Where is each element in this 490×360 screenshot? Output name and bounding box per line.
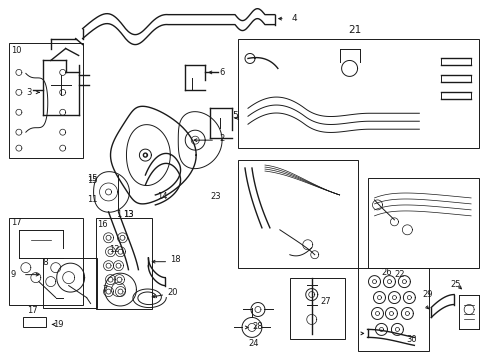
Text: 30: 30: [406, 335, 416, 344]
Bar: [358, 268, 429, 351]
Text: 22: 22: [394, 270, 405, 279]
Text: 17: 17: [11, 218, 22, 227]
Text: 24: 24: [249, 339, 259, 348]
Text: 29: 29: [422, 290, 433, 299]
Bar: [43, 258, 97, 307]
Bar: [9, 218, 83, 305]
Text: 10: 10: [11, 45, 22, 54]
Text: 16: 16: [98, 220, 108, 229]
Text: 4: 4: [292, 14, 297, 23]
Text: 5: 5: [232, 111, 238, 120]
Text: 26: 26: [382, 268, 392, 277]
Bar: [9, 42, 83, 158]
Bar: [238, 160, 358, 268]
Text: 7: 7: [102, 285, 107, 294]
Text: 11: 11: [87, 195, 98, 204]
Text: 18: 18: [170, 255, 181, 264]
Text: 14: 14: [157, 193, 168, 202]
Text: 21: 21: [348, 24, 361, 35]
Text: 1: 1: [116, 210, 121, 219]
Text: 23: 23: [211, 193, 221, 202]
Text: 28: 28: [253, 322, 263, 331]
Text: 9: 9: [10, 270, 16, 279]
Text: 12: 12: [109, 245, 120, 254]
Text: 8: 8: [43, 258, 49, 267]
Text: 13: 13: [123, 210, 134, 219]
Text: 3: 3: [26, 88, 31, 97]
Text: 27: 27: [320, 297, 331, 306]
Text: 25: 25: [450, 280, 461, 289]
Text: 6: 6: [220, 68, 225, 77]
Text: 20: 20: [167, 288, 177, 297]
Text: 15: 15: [87, 176, 98, 185]
Text: 17: 17: [27, 306, 38, 315]
Text: 15: 15: [87, 174, 98, 183]
Text: 19: 19: [53, 320, 64, 329]
Text: 13: 13: [123, 210, 134, 219]
Bar: [23, 318, 46, 328]
Bar: [368, 178, 479, 268]
Bar: [96, 218, 152, 310]
Bar: [290, 278, 344, 339]
Text: 2: 2: [220, 134, 225, 143]
Bar: [238, 39, 479, 148]
